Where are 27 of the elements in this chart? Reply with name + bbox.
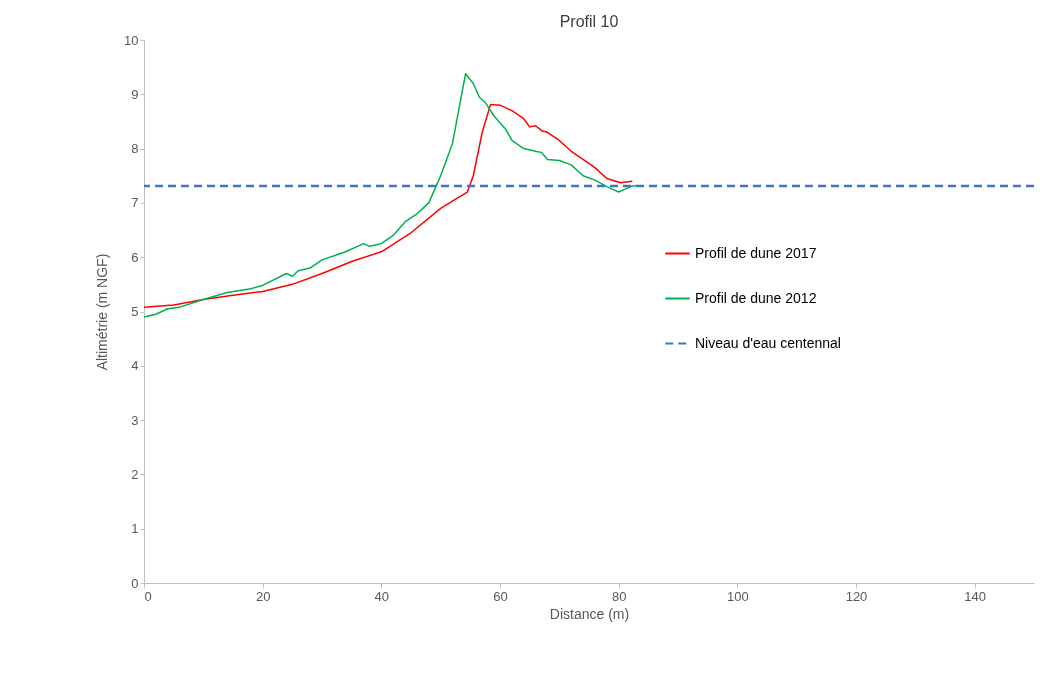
legend-label: Profil de dune 2012 xyxy=(695,289,817,306)
y-tick-label: 4 xyxy=(131,358,139,374)
y-tick-label: 7 xyxy=(131,195,139,211)
y-tick-label: 3 xyxy=(131,412,139,428)
x-tick-label: 20 xyxy=(255,588,271,604)
chart-title: Profil 10 xyxy=(559,13,619,30)
legend-label: Profil de dune 2017 xyxy=(695,244,817,261)
line-series xyxy=(143,103,634,308)
x-tick-label: 120 xyxy=(845,588,868,604)
y-tick-label: 5 xyxy=(131,304,139,319)
y-tick-label: 8 xyxy=(131,141,139,157)
y-tick-label: 10 xyxy=(124,32,139,48)
y-tick-label: 6 xyxy=(131,249,139,265)
x-tick-label: 60 xyxy=(493,588,508,604)
y-tick-label: 1 xyxy=(131,521,139,537)
y-tick-label: 9 xyxy=(131,86,139,102)
y-axis-title: Altimétrie (m NGF) xyxy=(94,253,111,371)
legend-label: Niveau d'eau centennal xyxy=(695,334,841,351)
x-tick-label: 0 xyxy=(144,588,152,604)
x-tick-label: 40 xyxy=(374,588,390,604)
y-tick-label: 2 xyxy=(131,466,139,482)
line-series xyxy=(143,72,638,318)
y-tick-label: 0 xyxy=(131,575,139,591)
x-tick-label: 100 xyxy=(726,588,749,604)
x-tick-label: 140 xyxy=(964,588,987,604)
x-tick-label: 80 xyxy=(611,588,627,604)
x-axis-title: Distance (m) xyxy=(549,605,630,622)
